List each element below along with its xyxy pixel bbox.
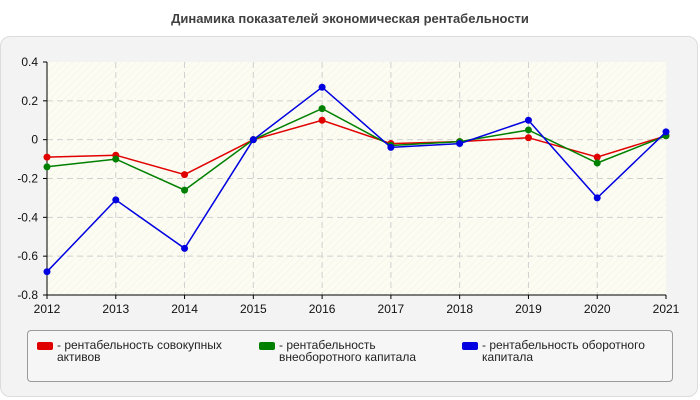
data-point	[43, 268, 51, 276]
legend-label-line1: - рентабельность оборотного	[482, 338, 645, 352]
legend-label-line1: - рентабельность	[279, 338, 376, 352]
data-point	[249, 136, 257, 144]
data-point	[593, 153, 601, 161]
series-line	[46, 107, 667, 191]
x-tick-label: 2019	[515, 302, 542, 316]
legend-label-line2: активов	[57, 350, 101, 364]
legend-item-noncurrent-capital: - рентабельность внеоборотного капитала	[259, 339, 416, 363]
y-tick-label: 0.2	[21, 94, 38, 108]
data-point	[662, 128, 670, 136]
legend-label-line1: - рентабельность совокупных	[57, 338, 222, 352]
legend-item-total-assets: - рентабельность совокупных активов	[37, 339, 222, 363]
x-tick-label: 2017	[378, 302, 405, 316]
x-tick-label: 2013	[102, 302, 129, 316]
data-point	[112, 155, 120, 163]
x-tick-label: 2014	[171, 302, 198, 316]
data-point	[318, 116, 326, 124]
data-point	[43, 163, 51, 171]
series-3	[43, 83, 670, 276]
y-tick-label: -0.2	[17, 172, 38, 186]
x-tick-label: 2018	[446, 302, 473, 316]
x-tick-label: 2020	[584, 302, 611, 316]
data-point	[524, 126, 532, 134]
x-tick-label: 2021	[653, 302, 680, 316]
data-point	[593, 194, 601, 202]
y-tick-label: -0.6	[17, 249, 38, 263]
series-line	[46, 86, 667, 273]
data-point	[524, 134, 532, 142]
data-point	[318, 105, 326, 113]
chart-title: Динамика показателей экономическая рента…	[171, 11, 529, 26]
data-point	[456, 140, 464, 148]
y-tick-label: 0.4	[21, 55, 38, 69]
legend-swatch-red	[37, 342, 53, 350]
legend-label-line2: капитала	[482, 350, 534, 364]
x-tick-label: 2012	[34, 302, 61, 316]
legend-item-working-capital: - рентабельность оборотного капитала	[462, 339, 645, 363]
y-tick-label: -0.4	[17, 210, 38, 224]
legend-swatch-green	[259, 342, 275, 350]
x-tick-label: 2016	[309, 302, 336, 316]
y-tick-label: -0.8	[17, 288, 38, 302]
data-point	[181, 186, 189, 194]
data-point	[181, 244, 189, 252]
data-point	[181, 171, 189, 179]
y-tick-label: 0	[31, 133, 38, 147]
data-point	[318, 83, 326, 91]
data-point	[43, 153, 51, 161]
series-line	[46, 119, 667, 176]
legend: - рентабельность совокупных активов - ре…	[27, 330, 673, 382]
series-2	[43, 105, 670, 194]
data-point	[593, 159, 601, 167]
legend-label-line2: внеоборотного капитала	[279, 350, 416, 364]
legend-swatch-blue	[462, 342, 478, 350]
data-point	[524, 116, 532, 124]
data-point	[387, 143, 395, 151]
x-tick-label: 2015	[240, 302, 267, 316]
data-point	[112, 196, 120, 204]
